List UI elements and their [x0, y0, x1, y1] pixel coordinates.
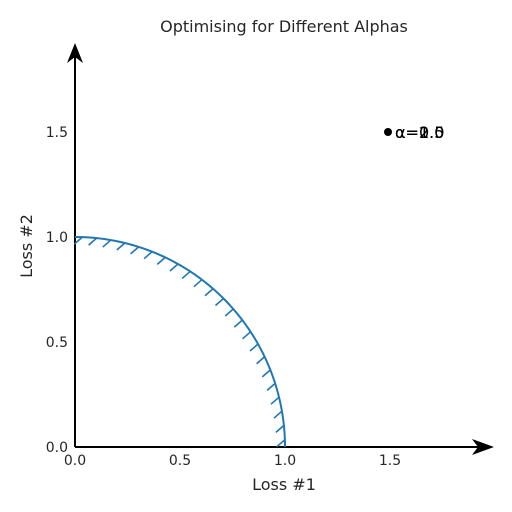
hatch-mark: [273, 410, 283, 419]
x-axis-arrow: [472, 439, 494, 455]
pareto-front-curve: [74, 236, 286, 448]
annotation-label: α=1.0: [395, 123, 444, 142]
y-axis-label: Loss #2: [17, 214, 36, 278]
hatch-mark: [73, 236, 83, 245]
hatch-mark: [249, 343, 259, 352]
hatch-mark: [102, 239, 112, 248]
plot-area: [67, 43, 494, 455]
hatch-mark: [261, 369, 271, 378]
tick-labels: 0.0 0.5 1.0 1.5 0.0 0.5 1.0 1.5: [46, 125, 401, 469]
y-tick-label: 0.0: [46, 440, 68, 456]
hatch-mark: [224, 308, 234, 317]
x-tick-label: 0.5: [169, 453, 191, 469]
hatch-mark: [270, 396, 280, 405]
y-axis-arrow: [67, 43, 83, 63]
annotation-label: α=0.5: [395, 123, 444, 142]
hatch-mark: [193, 279, 203, 288]
hatch-mark: [242, 331, 252, 340]
y-tick-label: 1.0: [46, 230, 68, 246]
hatch-mark: [181, 270, 191, 280]
alpha-annotation: α=0.5α=1.0α=2.0: [384, 123, 444, 142]
x-tick-label: 0.0: [64, 453, 86, 469]
hatch-mark: [169, 263, 179, 272]
annotation-label: α=2.0: [395, 123, 444, 142]
pareto-front-hatching: [73, 236, 286, 448]
hatch-mark: [233, 319, 243, 328]
hatch-mark: [214, 297, 225, 307]
x-axis-label: Loss #1: [252, 475, 316, 494]
hatch-mark: [143, 251, 153, 260]
hatch-mark: [204, 288, 214, 297]
x-tick-label: 1.0: [274, 453, 296, 469]
hatch-mark: [276, 439, 286, 448]
hatch-mark: [116, 242, 126, 251]
chart-title: Optimising for Different Alphas: [160, 17, 408, 36]
hatch-mark: [275, 424, 285, 433]
x-tick-label: 1.5: [379, 453, 401, 469]
y-tick-label: 0.5: [46, 335, 68, 351]
hatch-mark: [256, 356, 266, 365]
y-tick-label: 1.5: [46, 125, 68, 141]
hatch-mark: [156, 256, 166, 265]
annotation-point: [384, 128, 392, 136]
hatch-mark: [266, 382, 276, 391]
hatch-mark: [88, 237, 98, 246]
hatch-mark: [130, 246, 140, 255]
